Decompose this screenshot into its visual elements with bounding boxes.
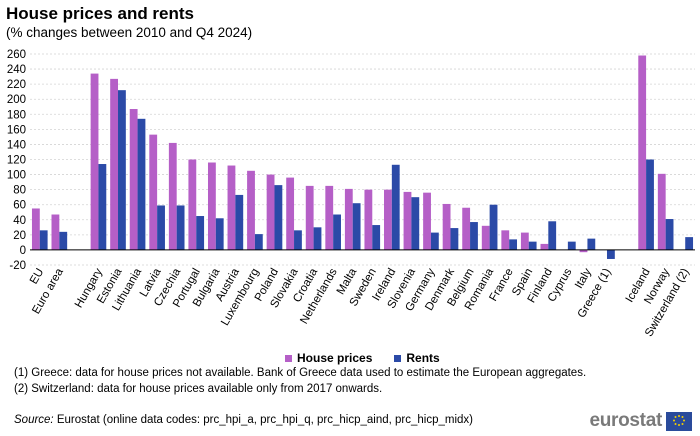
bar-rents [470,222,478,250]
legend-swatch-rents [394,354,402,362]
y-tick-label: 60 [13,200,26,212]
bar-rents [548,221,557,250]
bar-house-prices [540,243,549,250]
logo-text: eurostat [589,410,662,431]
bar-house-prices [51,214,60,250]
legend: House prices Rents [285,351,440,365]
bar-house-prices [90,73,99,250]
bar-rents [646,159,654,250]
legend-item-rents: Rents [394,351,440,365]
source-note: Source: Eurostat (online data codes: prc… [14,414,473,426]
y-tick-label: 40 [13,215,26,227]
bar-rents [137,118,146,250]
y-tick-label: 140 [7,139,26,151]
bar-rents [254,234,263,250]
bar-house-prices [188,159,197,250]
bar-house-prices [657,173,666,250]
y-tick-label: 260 [7,49,26,61]
legend-item-house-prices: House prices [285,351,372,365]
bar-house-prices [481,225,490,250]
eu-flag-icon [666,411,692,431]
bar-house-prices [442,203,451,250]
chart-subtitle: (% changes between 2010 and Q4 2024) [6,25,253,40]
bar-house-prices [31,208,40,250]
bar-rents [606,249,615,259]
bar-rents [372,225,381,250]
bar-rents [157,205,165,250]
bar-rents [430,232,439,250]
y-tick-label: 240 [7,64,26,76]
bar-chart: -20 0 20 40 60 80 100 120 140 160 180 200 220 240 260 E… [7,49,695,339]
bar-house-prices [286,177,295,250]
bar-house-prices [520,232,529,250]
bar-house-prices [110,78,119,250]
y-tick-label: -20 [9,260,26,272]
y-tick-label: 120 [7,155,26,167]
bar-house-prices [168,142,177,250]
source-label: Source: [14,414,54,426]
bar-house-prices [344,188,353,250]
bar-house-prices [227,165,236,250]
bar-rents [294,230,302,250]
bar-rents [587,238,596,250]
bar-house-prices [638,55,647,250]
bar-house-prices [501,230,510,250]
y-tick-label: 100 [7,170,26,182]
bar-rents [235,194,244,250]
bar-house-prices [305,185,314,250]
footnote-2: (2) Switzerland: data for house prices a… [14,383,383,395]
bar-rents [333,214,341,250]
bar-rents [118,90,126,250]
bar-rents [489,204,498,250]
y-tick-label: 220 [7,79,26,91]
bar-rents [59,231,68,250]
bar-rents [196,216,205,250]
bar-rents [39,230,48,250]
bar-house-prices [207,162,216,250]
y-tick-label: 80 [13,185,26,197]
bar-rents [567,241,576,250]
bar-house-prices [462,207,471,250]
bar-rents [176,205,185,250]
bar-house-prices [364,189,373,250]
bar-rents [98,164,107,250]
bar-house-prices [266,174,275,250]
bar-house-prices [579,249,588,253]
bar-rents [352,203,361,250]
bar-rents [274,185,283,250]
bar-house-prices [247,170,255,250]
y-tick-label: 160 [7,124,26,136]
y-tick-label: 200 [7,94,26,106]
bar-rents [450,228,459,250]
bar-house-prices [384,189,392,250]
eurostat-logo: eurostat [589,410,692,432]
bar-rents [528,241,537,250]
bar-rents [391,164,400,250]
bar-house-prices [423,192,431,250]
legend-label-rents: Rents [406,351,440,365]
source-text: Eurostat (online data codes: prc_hpi_a, … [53,414,473,426]
bar-house-prices [149,134,158,250]
bar-rents [665,219,674,250]
legend-label-house-prices: House prices [297,351,373,365]
chart-title: House prices and rents [6,4,195,23]
bar-rents [411,197,420,250]
y-tick-label: 180 [7,109,26,121]
bar-rents [215,218,224,250]
bar-rents [509,239,518,250]
bar-house-prices [403,191,412,250]
bar-house-prices [129,109,138,250]
y-tick-label: 20 [13,230,26,242]
legend-swatch-house-prices [285,354,292,362]
bar-rents [685,237,694,250]
x-tick-label: EU [28,267,46,287]
bar-house-prices [325,185,334,250]
bar-rents [313,227,322,250]
footnote-1: (1) Greece: data for house prices not av… [14,367,587,379]
y-tick-label: 0 [20,245,26,257]
